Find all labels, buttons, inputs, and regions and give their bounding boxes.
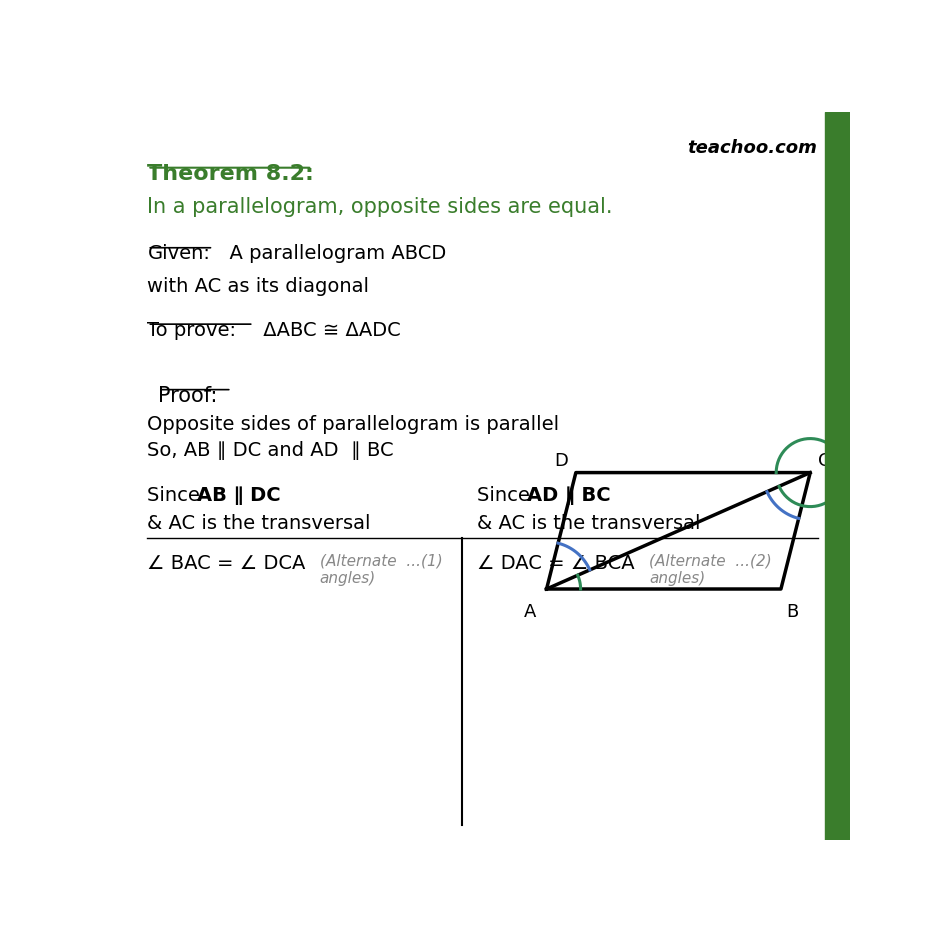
- Text: Since: Since: [477, 485, 535, 504]
- Text: So, AB ∥ DC and AD  ∥ BC: So, AB ∥ DC and AD ∥ BC: [147, 440, 394, 460]
- Text: D: D: [553, 452, 567, 470]
- Text: AB ∥ DC: AB ∥ DC: [197, 485, 280, 504]
- Text: C: C: [818, 452, 830, 470]
- Text: Given:: Given:: [147, 244, 211, 263]
- Text: Theorem 8.2:: Theorem 8.2:: [147, 164, 314, 184]
- Text: ∠ BAC = ∠ DCA: ∠ BAC = ∠ DCA: [147, 553, 306, 572]
- Text: (Alternate  ...(1)
angles): (Alternate ...(1) angles): [319, 553, 442, 585]
- Text: & AC is the transversal: & AC is the transversal: [147, 514, 371, 532]
- Bar: [824, 113, 850, 840]
- Text: AD ∥ BC: AD ∥ BC: [526, 485, 610, 504]
- Text: ΔABC ≅ ΔADC: ΔABC ≅ ΔADC: [257, 320, 400, 340]
- Text: Since: Since: [147, 485, 207, 504]
- Text: To prove:: To prove:: [147, 320, 236, 340]
- Text: & AC is the transversal: & AC is the transversal: [477, 514, 700, 532]
- Text: A parallelogram ABCD: A parallelogram ABCD: [217, 244, 446, 263]
- Text: Opposite sides of parallelogram is parallel: Opposite sides of parallelogram is paral…: [147, 415, 559, 434]
- Text: B: B: [784, 602, 797, 620]
- Text: teachoo.com: teachoo.com: [687, 139, 817, 157]
- Text: with AC as its diagonal: with AC as its diagonal: [147, 277, 369, 295]
- Text: (Alternate  ...(2)
angles): (Alternate ...(2) angles): [649, 553, 771, 585]
- Text: Proof:: Proof:: [159, 386, 217, 406]
- Text: A: A: [524, 602, 536, 620]
- Text: In a parallelogram, opposite sides are equal.: In a parallelogram, opposite sides are e…: [147, 197, 613, 217]
- Text: ∠ DAC = ∠ BCA: ∠ DAC = ∠ BCA: [477, 553, 634, 572]
